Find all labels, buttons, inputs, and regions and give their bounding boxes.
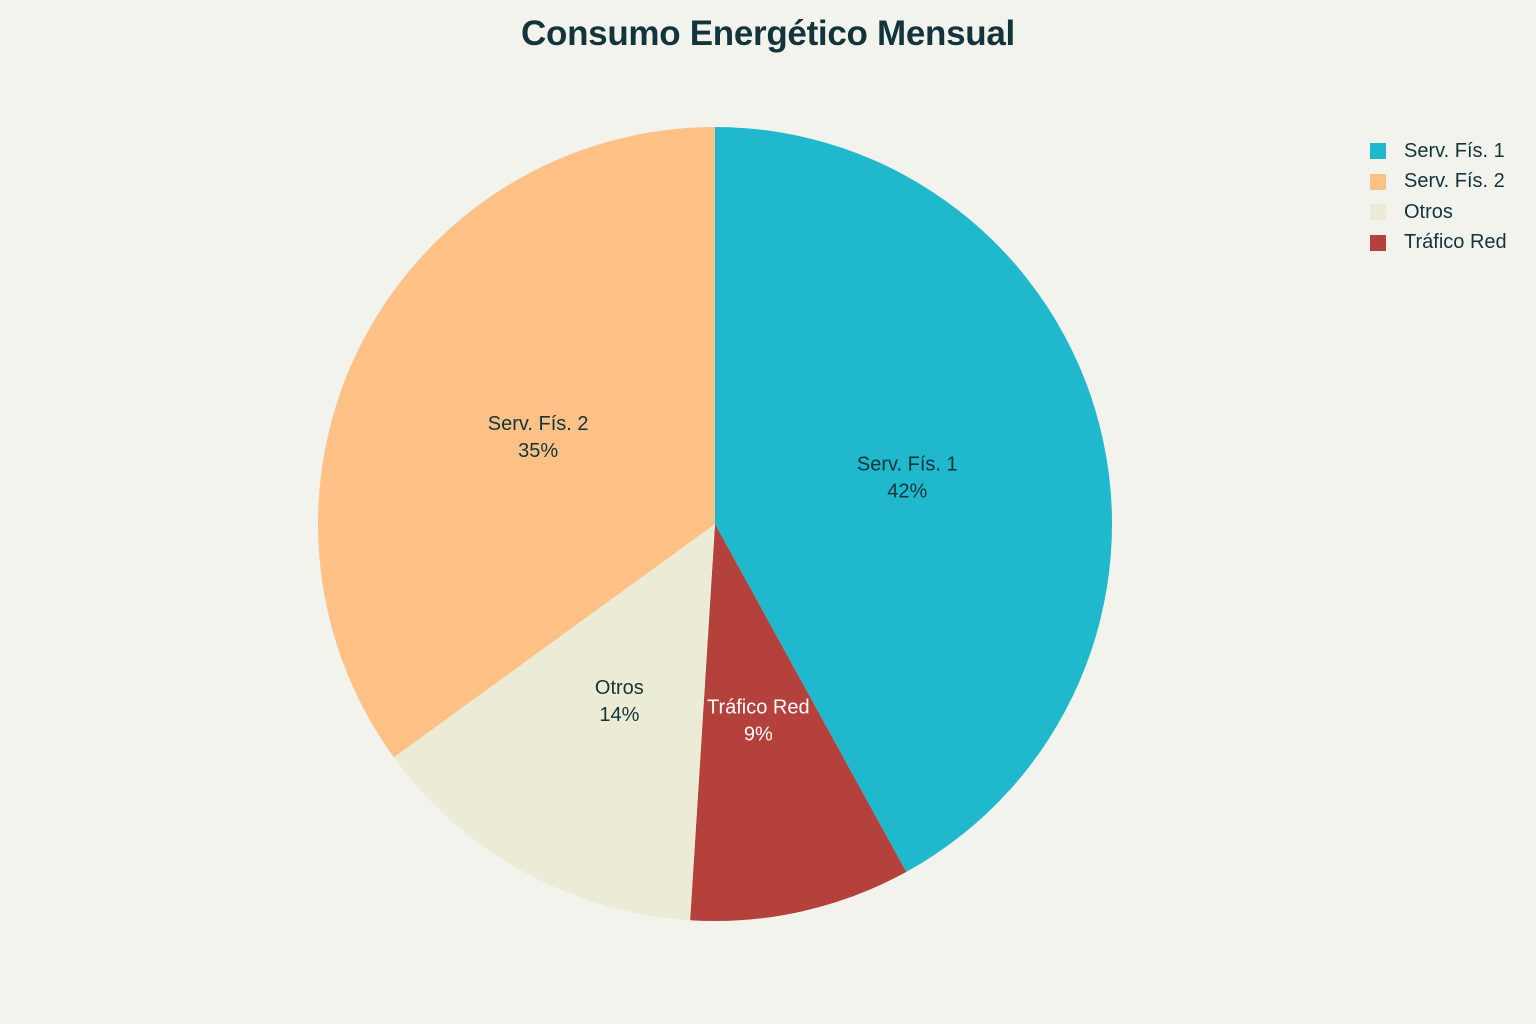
legend-swatch bbox=[1370, 173, 1386, 190]
slice-label-name: Tráfico Red bbox=[707, 697, 810, 719]
slice-label-percent: 14% bbox=[599, 704, 639, 726]
legend-swatch bbox=[1370, 143, 1386, 160]
slice-label-percent: 9% bbox=[744, 724, 773, 746]
slice-label-percent: 42% bbox=[887, 481, 927, 503]
legend-item-serv-fis-2[interactable]: Serv. Fís. 2 bbox=[1370, 167, 1507, 198]
chart-title: Consumo Energético Mensual bbox=[521, 14, 1015, 53]
slice-label-percent: 35% bbox=[518, 440, 558, 462]
slice-label-serv-fis-1: Serv. Fís. 1 42% bbox=[857, 454, 958, 503]
pie-slices bbox=[318, 126, 1112, 921]
pie-slice-serv-fis-1 bbox=[715, 127, 1112, 872]
pie-slice-serv-fis-2 bbox=[318, 126, 715, 758]
legend-item-serv-fis-1[interactable]: Serv. Fís. 1 bbox=[1370, 136, 1507, 167]
legend-swatch bbox=[1370, 234, 1386, 251]
legend-label: Otros bbox=[1404, 200, 1453, 223]
slice-label-serv-fis-2: Serv. Fís. 2 35% bbox=[488, 413, 589, 462]
pie-slice-trafico-red bbox=[690, 524, 907, 921]
legend-item-trafico-red[interactable]: Tráfico Red bbox=[1370, 228, 1507, 259]
slice-label-name: Serv. Fís. 2 bbox=[488, 413, 589, 435]
legend-swatch bbox=[1370, 204, 1386, 221]
slice-label-otros: Otros 14% bbox=[595, 677, 644, 726]
legend: Serv. Fís. 1 Serv. Fís. 2 Otros Tráfico Red bbox=[1370, 136, 1507, 258]
pie-labels: Serv. Fís. 1 42% Tráfico Red 9% Otros 14% Serv… bbox=[488, 413, 958, 746]
legend-label: Serv. Fís. 1 bbox=[1404, 139, 1505, 162]
legend-label: Tráfico Red bbox=[1404, 231, 1507, 254]
legend-label: Serv. Fís. 2 bbox=[1404, 170, 1505, 193]
pie-slice-otros bbox=[393, 524, 715, 921]
slice-label-name: Serv. Fís. 1 bbox=[857, 454, 958, 476]
slice-label-name: Otros bbox=[595, 677, 644, 699]
slice-label-trafico-red: Tráfico Red 9% bbox=[707, 697, 810, 746]
legend-item-otros[interactable]: Otros bbox=[1370, 197, 1507, 228]
